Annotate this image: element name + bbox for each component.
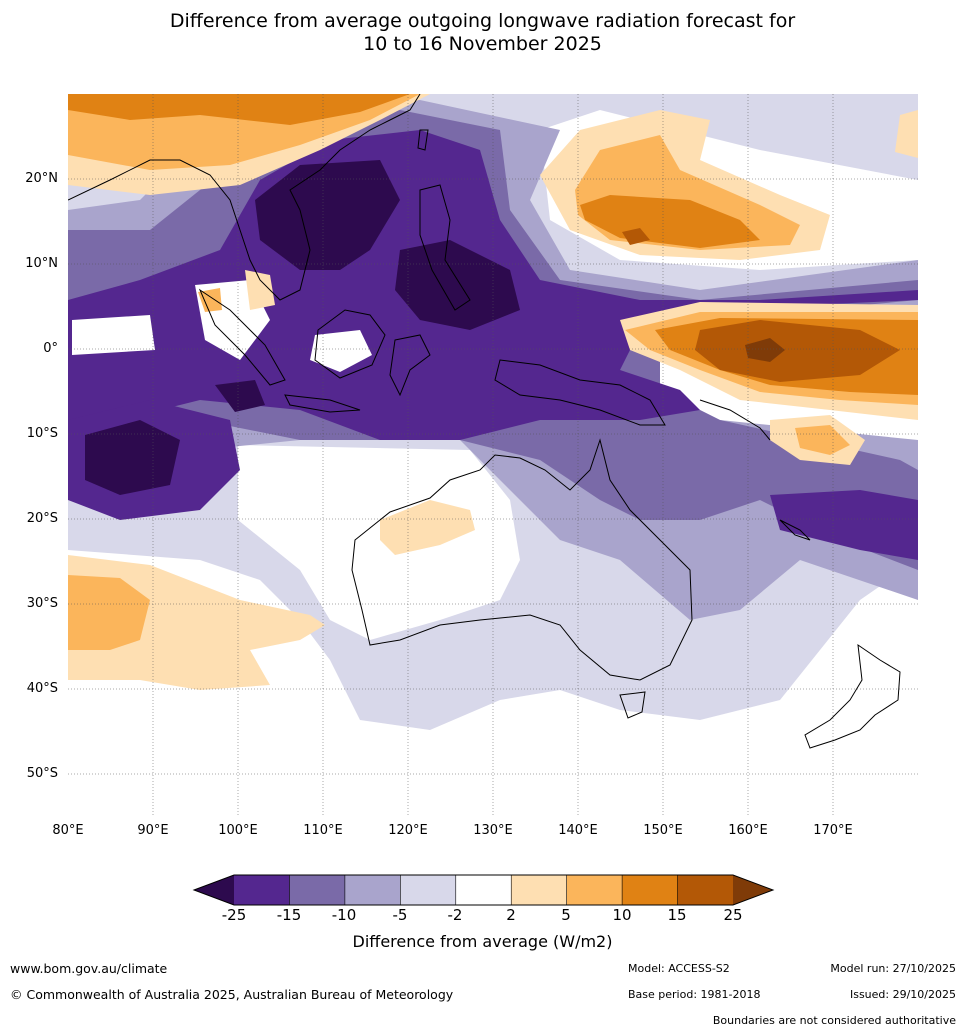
colorbar-tick-label: 25 bbox=[723, 906, 743, 924]
base-period-text: Base period: 1981-2018 bbox=[628, 988, 761, 1001]
colorbar-tick-label: -2 bbox=[447, 906, 463, 924]
lat-label: 30°S bbox=[26, 596, 58, 611]
anomaly-region bbox=[68, 94, 410, 125]
colorbar-tick-label: 10 bbox=[612, 906, 632, 924]
lon-label: 140°E bbox=[558, 823, 598, 838]
gridlines bbox=[68, 94, 918, 816]
colorbar-extend-low bbox=[194, 875, 234, 905]
lon-label: 110°E bbox=[303, 823, 343, 838]
colorbar-swatch bbox=[622, 875, 679, 905]
lat-label: 40°S bbox=[26, 681, 58, 696]
colorbar-tick-label: -25 bbox=[221, 906, 247, 924]
coastline-tasmania bbox=[619, 691, 646, 719]
coastline-java bbox=[284, 394, 361, 413]
colorbar-tick-label: 15 bbox=[667, 906, 687, 924]
coastline-philippines bbox=[419, 184, 471, 311]
lon-label: 130°E bbox=[473, 823, 513, 838]
coastline-sulawesi bbox=[389, 334, 431, 397]
coastline-australia bbox=[351, 438, 693, 681]
coastlines bbox=[68, 94, 901, 749]
colorbar-swatch bbox=[455, 875, 512, 905]
lon-label: 80°E bbox=[52, 823, 84, 838]
chart-title: Difference from average outgoing longwav… bbox=[0, 10, 965, 56]
lon-label: 120°E bbox=[388, 823, 428, 838]
disclaimer-text: Boundaries are not considered authoritat… bbox=[712, 1014, 956, 1027]
anomaly-region bbox=[238, 445, 520, 640]
lat-label: 50°S bbox=[26, 766, 58, 781]
anomaly-region bbox=[198, 288, 222, 312]
lat-label: 20°S bbox=[26, 511, 58, 526]
coastline-borneo bbox=[314, 309, 386, 379]
anomaly-region bbox=[310, 330, 372, 372]
coastline-new-guinea bbox=[494, 359, 666, 426]
colorbar-tick-label: 2 bbox=[506, 906, 516, 924]
model-run-text: Model run: 27/10/2025 bbox=[830, 962, 956, 975]
colorbar-tick-label: 5 bbox=[561, 906, 571, 924]
lat-label: 20°N bbox=[25, 171, 58, 186]
colorbar-swatch bbox=[344, 875, 401, 905]
copyright-text: © Commonwealth of Australia 2025, Austra… bbox=[10, 987, 454, 1002]
coastline-asia bbox=[68, 94, 421, 301]
colorbar-tick-label: -5 bbox=[392, 906, 408, 924]
colorbar-tick-label: -10 bbox=[331, 906, 357, 924]
anomaly-region bbox=[255, 160, 400, 270]
lon-label: 150°E bbox=[643, 823, 683, 838]
colorbar-swatch bbox=[400, 875, 457, 905]
anomaly-region bbox=[380, 500, 475, 555]
coastline-new-zealand bbox=[804, 643, 901, 749]
coastline-sumatra bbox=[198, 288, 286, 386]
issued-text: Issued: 29/10/2025 bbox=[849, 988, 956, 1001]
anomaly-region bbox=[895, 110, 918, 158]
colorbar-extend-high bbox=[733, 875, 773, 905]
anomaly-region bbox=[395, 240, 520, 330]
lat-label: 0° bbox=[43, 341, 58, 356]
title-line-1: Difference from average outgoing longwav… bbox=[169, 10, 796, 32]
anomaly-region bbox=[795, 425, 850, 455]
lon-label: 100°E bbox=[218, 823, 258, 838]
coastline-solomon-islands bbox=[699, 399, 771, 441]
colorbar-swatch bbox=[677, 875, 734, 905]
anomaly-region bbox=[245, 270, 275, 310]
coastline-taiwan bbox=[417, 129, 429, 151]
anomaly-region bbox=[745, 338, 785, 362]
colorbar-title: Difference from average (W/m2) bbox=[352, 932, 613, 951]
colorbar-swatch bbox=[234, 875, 290, 905]
coastline-new-caledonia bbox=[779, 519, 811, 541]
lon-label: 170°E bbox=[813, 823, 853, 838]
title-line-2: 10 to 16 November 2025 bbox=[363, 33, 602, 55]
anomaly-region bbox=[770, 490, 918, 560]
anomaly-region bbox=[72, 315, 155, 355]
anomaly-region bbox=[68, 575, 150, 650]
lon-label: 160°E bbox=[728, 823, 768, 838]
lat-label: 10°S bbox=[26, 426, 58, 441]
lat-label: 10°N bbox=[25, 256, 58, 271]
colorbar-outline bbox=[192, 874, 775, 906]
colorbar-swatch bbox=[566, 875, 623, 905]
model-text: Model: ACCESS-S2 bbox=[628, 962, 730, 975]
anomaly-region bbox=[622, 228, 650, 245]
website-link[interactable]: www.bom.gov.au/climate bbox=[10, 961, 168, 976]
colorbar-swatch bbox=[289, 875, 346, 905]
anomaly-region bbox=[695, 320, 900, 382]
colorbar-tick-label: -15 bbox=[276, 906, 302, 924]
anomaly-region bbox=[215, 380, 265, 412]
lon-label: 90°E bbox=[137, 823, 169, 838]
colorbar bbox=[192, 874, 775, 906]
colorbar-swatch bbox=[511, 875, 568, 905]
anomaly-region bbox=[85, 420, 180, 495]
